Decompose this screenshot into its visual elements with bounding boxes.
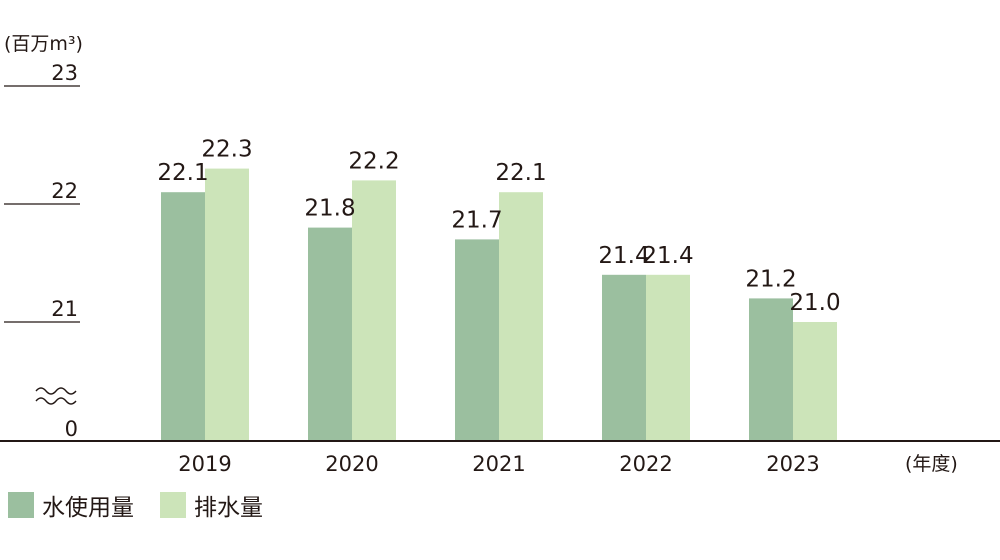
data-label: 21.4 — [642, 243, 693, 269]
legend-label-wastewater: 排水量 — [194, 495, 263, 521]
legend-item-water-use: 水使用量 — [8, 488, 134, 522]
data-label: 21.0 — [789, 290, 840, 316]
data-label: 22.1 — [495, 160, 546, 186]
data-label: 21.8 — [304, 196, 355, 222]
x-axis: 2019 2020 2021 2022 2023 — [178, 452, 819, 476]
y-tick-label: 21 — [51, 297, 78, 321]
bar-water-use — [161, 192, 205, 441]
data-label: 21.4 — [598, 243, 649, 269]
x-tick-label: 2021 — [472, 452, 525, 476]
y-axis: 23 22 21 0 — [4, 61, 80, 441]
y-tick-label: 23 — [51, 61, 78, 85]
data-label: 22.3 — [201, 137, 252, 163]
bar-wastewater — [499, 192, 543, 441]
bar-water-use — [455, 239, 499, 441]
y-unit-label: (百万m³) — [4, 33, 83, 55]
data-label: 21.7 — [451, 207, 502, 233]
bar-water-use — [602, 274, 646, 441]
data-label: 22.2 — [348, 148, 399, 174]
legend-swatch-water-use — [8, 492, 34, 518]
bar-wastewater — [793, 322, 837, 441]
x-tick-label: 2019 — [178, 452, 231, 476]
legend-label-water-use: 水使用量 — [42, 495, 134, 521]
legend-swatch-wastewater — [160, 492, 186, 518]
bar-wastewater — [205, 168, 249, 441]
data-label: 21.2 — [745, 266, 796, 292]
legend: 水使用量 排水量 — [8, 488, 289, 522]
bar-wastewater — [646, 274, 690, 441]
data-labels: 22.122.321.822.221.722.121.421.421.221.0 — [157, 137, 840, 316]
x-unit-label: (年度) — [905, 453, 958, 475]
x-tick-label: 2023 — [766, 452, 819, 476]
bar-wastewater — [352, 180, 396, 441]
y-tick-label: 0 — [65, 417, 78, 441]
bar-water-use — [308, 227, 352, 441]
legend-item-wastewater: 排水量 — [160, 488, 263, 522]
bar-water-use — [749, 298, 793, 441]
data-label: 22.1 — [157, 160, 208, 186]
axis-break-mark — [35, 387, 77, 395]
bars — [161, 168, 837, 441]
x-tick-label: 2020 — [325, 452, 378, 476]
y-tick-label: 22 — [51, 179, 78, 203]
axis-break-mark — [35, 397, 77, 405]
x-tick-label: 2022 — [619, 452, 672, 476]
